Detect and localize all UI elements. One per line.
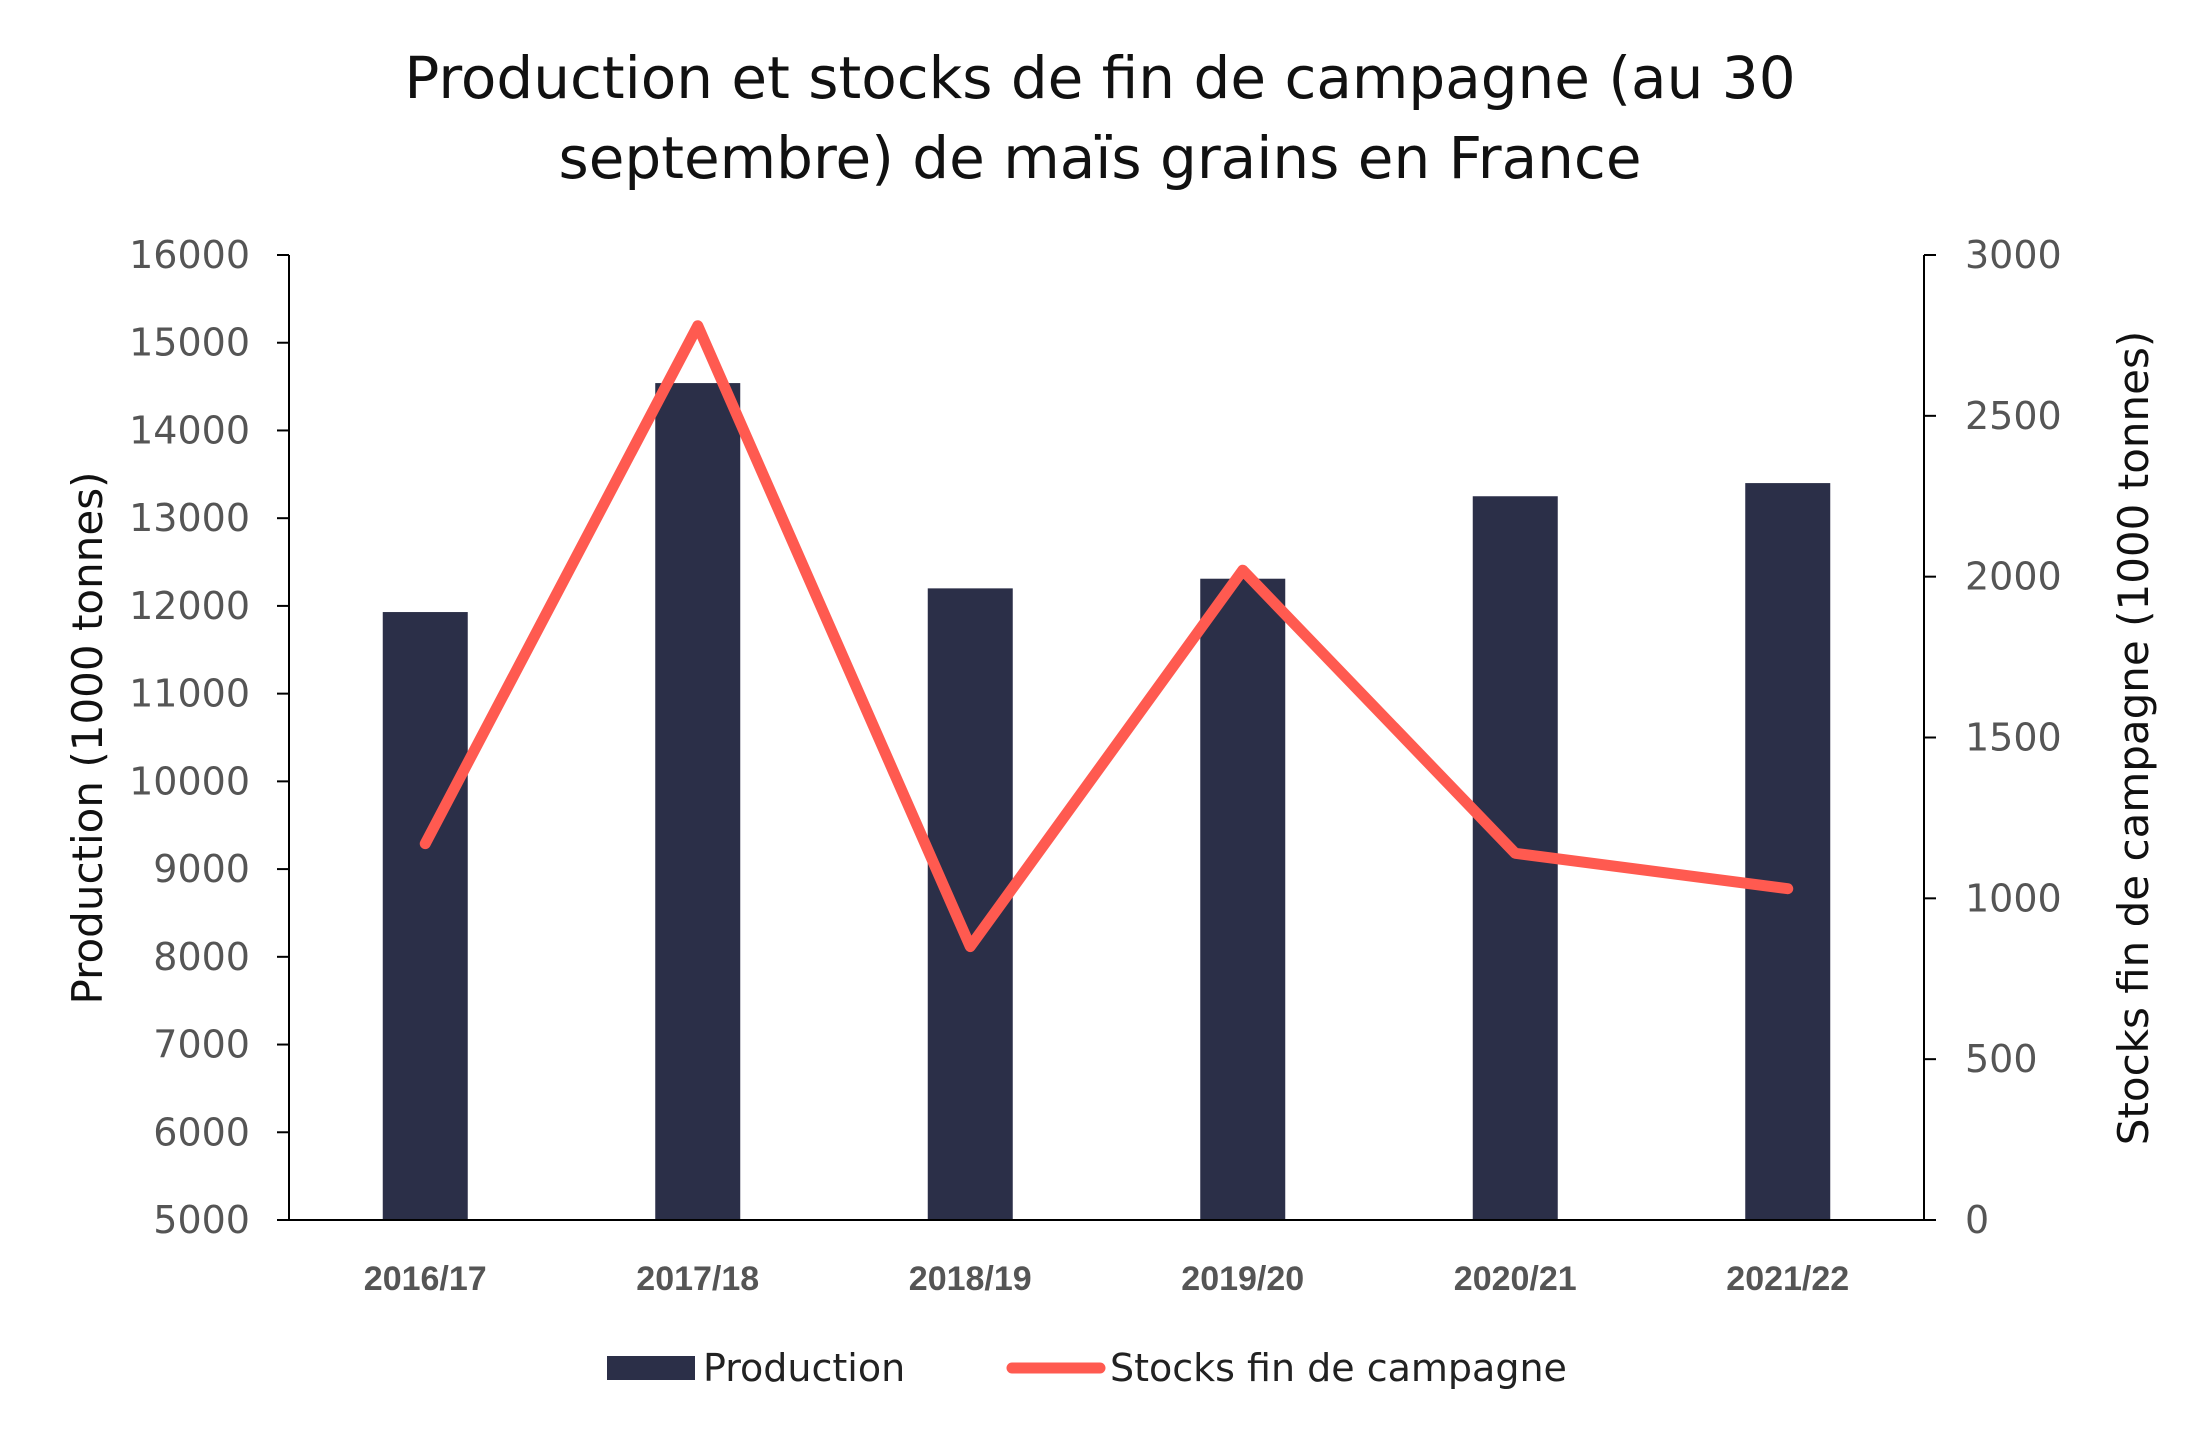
left-tick-label: 5000 [153,1198,250,1242]
point-stocks-2021-22 [1787,888,1789,890]
legend-swatch-production [607,1356,695,1380]
x-category-label: 2018/19 [909,1260,1032,1298]
left-tick-label: 10000 [129,759,250,803]
bar-production-2019-20 [1200,578,1286,1220]
left-tick-label: 15000 [129,321,250,365]
left-tick-label: 8000 [153,935,250,979]
point-stocks-2019-20 [1242,569,1244,571]
legend-label-stocks: Stocks fin de campagne [1110,1346,1567,1390]
right-tick-label: 1500 [1965,716,2062,760]
point-stocks-2018-19 [969,946,971,948]
right-tick-label: 1000 [1965,876,2062,920]
right-tick-label: 0 [1965,1198,1989,1242]
axes: 5000600070008000900010000110001200013000… [63,233,2158,1298]
left-tick-label: 9000 [153,847,250,891]
x-category-label: 2021/22 [1726,1260,1849,1298]
left-tick-label: 13000 [129,496,250,540]
right-tick-label: 500 [1965,1037,2038,1081]
x-category-label: 2017/18 [636,1260,759,1298]
legend-label-production: Production [703,1346,905,1390]
bar-production-2021-22 [1745,483,1831,1220]
left-tick-label: 7000 [153,1023,250,1067]
line-stocks-fin-de-campagne [419,320,1794,953]
left-tick-label: 6000 [153,1110,250,1154]
left-tick-label: 11000 [129,672,250,716]
right-tick-label: 2500 [1965,394,2062,438]
point-stocks-2016-17 [424,843,426,845]
left-axis-title: Production (1000 tonnes) [63,472,112,1005]
left-tick-label: 12000 [129,584,250,628]
plot-area [382,320,1831,1221]
chart-title-line-2: septembre) de maïs grains en France [559,124,1642,192]
left-tick-label: 14000 [129,408,250,452]
point-stocks-2017-18 [697,325,699,327]
legend: Production Stocks fin de campagne [607,1346,1567,1390]
x-category-label: 2019/20 [1181,1260,1304,1298]
bar-production-2017-18 [655,383,741,1221]
right-axis-title: Stocks fin de campagne (1000 tonnes) [2109,331,2158,1146]
x-category-label: 2020/21 [1454,1260,1577,1298]
x-category-label: 2016/17 [364,1260,487,1298]
bar-production-2016-17 [382,612,468,1220]
right-tick-label: 3000 [1965,233,2062,277]
chart-title: Production et stocks de fin de campagne … [404,44,1795,192]
chart-title-line-1: Production et stocks de fin de campagne … [404,44,1795,112]
right-tick-label: 2000 [1965,555,2062,599]
left-tick-label: 16000 [129,233,250,277]
point-stocks-2020-21 [1514,852,1516,854]
